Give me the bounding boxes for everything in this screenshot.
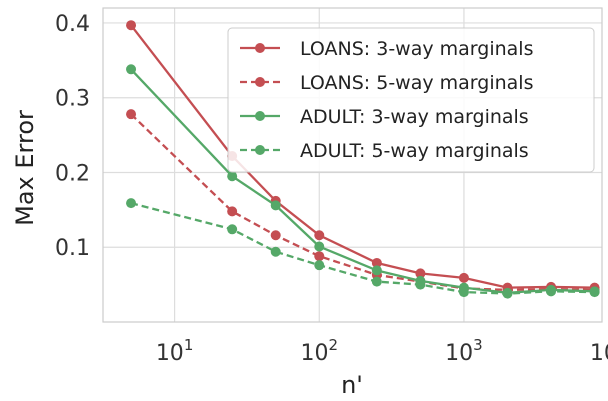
data-point: [126, 198, 137, 209]
legend-label: LOANS: 5-way marginals: [300, 72, 533, 94]
data-point: [270, 200, 281, 211]
x-axis-label: n': [341, 371, 363, 399]
legend-marker: [255, 145, 265, 155]
legend-item: LOANS: 3-way marginals: [240, 38, 533, 60]
legend-marker: [255, 43, 265, 53]
x-tick-label: 103: [445, 336, 483, 366]
data-point: [415, 279, 426, 290]
legend-marker: [255, 77, 265, 87]
legend-item: ADULT: 3-way marginals: [240, 106, 529, 128]
y-tick-label: 0.1: [55, 236, 90, 261]
data-point: [371, 257, 382, 268]
data-point: [126, 20, 137, 31]
x-tick-exponent: 1: [184, 336, 194, 354]
series-line: [130, 113, 595, 292]
data-point: [415, 268, 426, 279]
legend-label: ADULT: 3-way marginals: [300, 106, 529, 128]
legend: LOANS: 3-way marginals LOANS: 5-way margi…: [227, 27, 595, 173]
x-tick-labels: 101102103104: [156, 336, 608, 366]
x-tick-label: 104: [590, 336, 608, 366]
plot-frame: [102, 7, 603, 323]
data-point: [458, 272, 469, 283]
data-point: [227, 206, 238, 217]
data-point: [589, 287, 600, 298]
data-point: [126, 109, 137, 120]
legend-box: [227, 27, 595, 173]
legend-item: LOANS: 5-way marginals: [240, 72, 533, 94]
series-line: [130, 201, 595, 295]
data-point: [546, 286, 557, 297]
data-point: [314, 241, 325, 252]
y-axis-label: Max Error: [11, 110, 39, 226]
legend-label: LOANS: 3-way marginals: [300, 38, 533, 60]
x-tick-base: 10: [590, 341, 608, 366]
y-tick-label: 0.3: [55, 87, 90, 112]
x-tick-base: 10: [445, 341, 473, 366]
legend-marker: [255, 111, 265, 121]
data-point: [227, 224, 238, 235]
series-4: [126, 198, 600, 299]
x-tick-label: 101: [156, 336, 194, 366]
legend-item: ADULT: 5-way marginals: [240, 140, 529, 162]
data-point: [270, 246, 281, 257]
data-point: [314, 230, 325, 241]
x-tick-exponent: 2: [328, 336, 338, 354]
y-tick-labels: 0.1 0.2 0.3 0.4: [55, 12, 90, 261]
data-point: [227, 171, 238, 182]
data-point: [126, 64, 137, 75]
x-tick-base: 10: [300, 341, 328, 366]
data-point: [502, 288, 513, 299]
data-point: [371, 276, 382, 287]
x-tick-label: 102: [300, 336, 338, 366]
data-point: [270, 230, 281, 241]
legend-label: ADULT: 5-way marginals: [300, 140, 529, 162]
x-tick-exponent: 3: [473, 336, 483, 354]
data-point: [458, 287, 469, 298]
data-point: [314, 260, 325, 271]
data-point: [314, 251, 325, 262]
y-tick-label: 0.4: [55, 12, 90, 37]
data-point: [371, 265, 382, 276]
series-line: [130, 24, 595, 289]
y-tick-label: 0.2: [55, 161, 90, 186]
x-tick-base: 10: [156, 341, 184, 366]
